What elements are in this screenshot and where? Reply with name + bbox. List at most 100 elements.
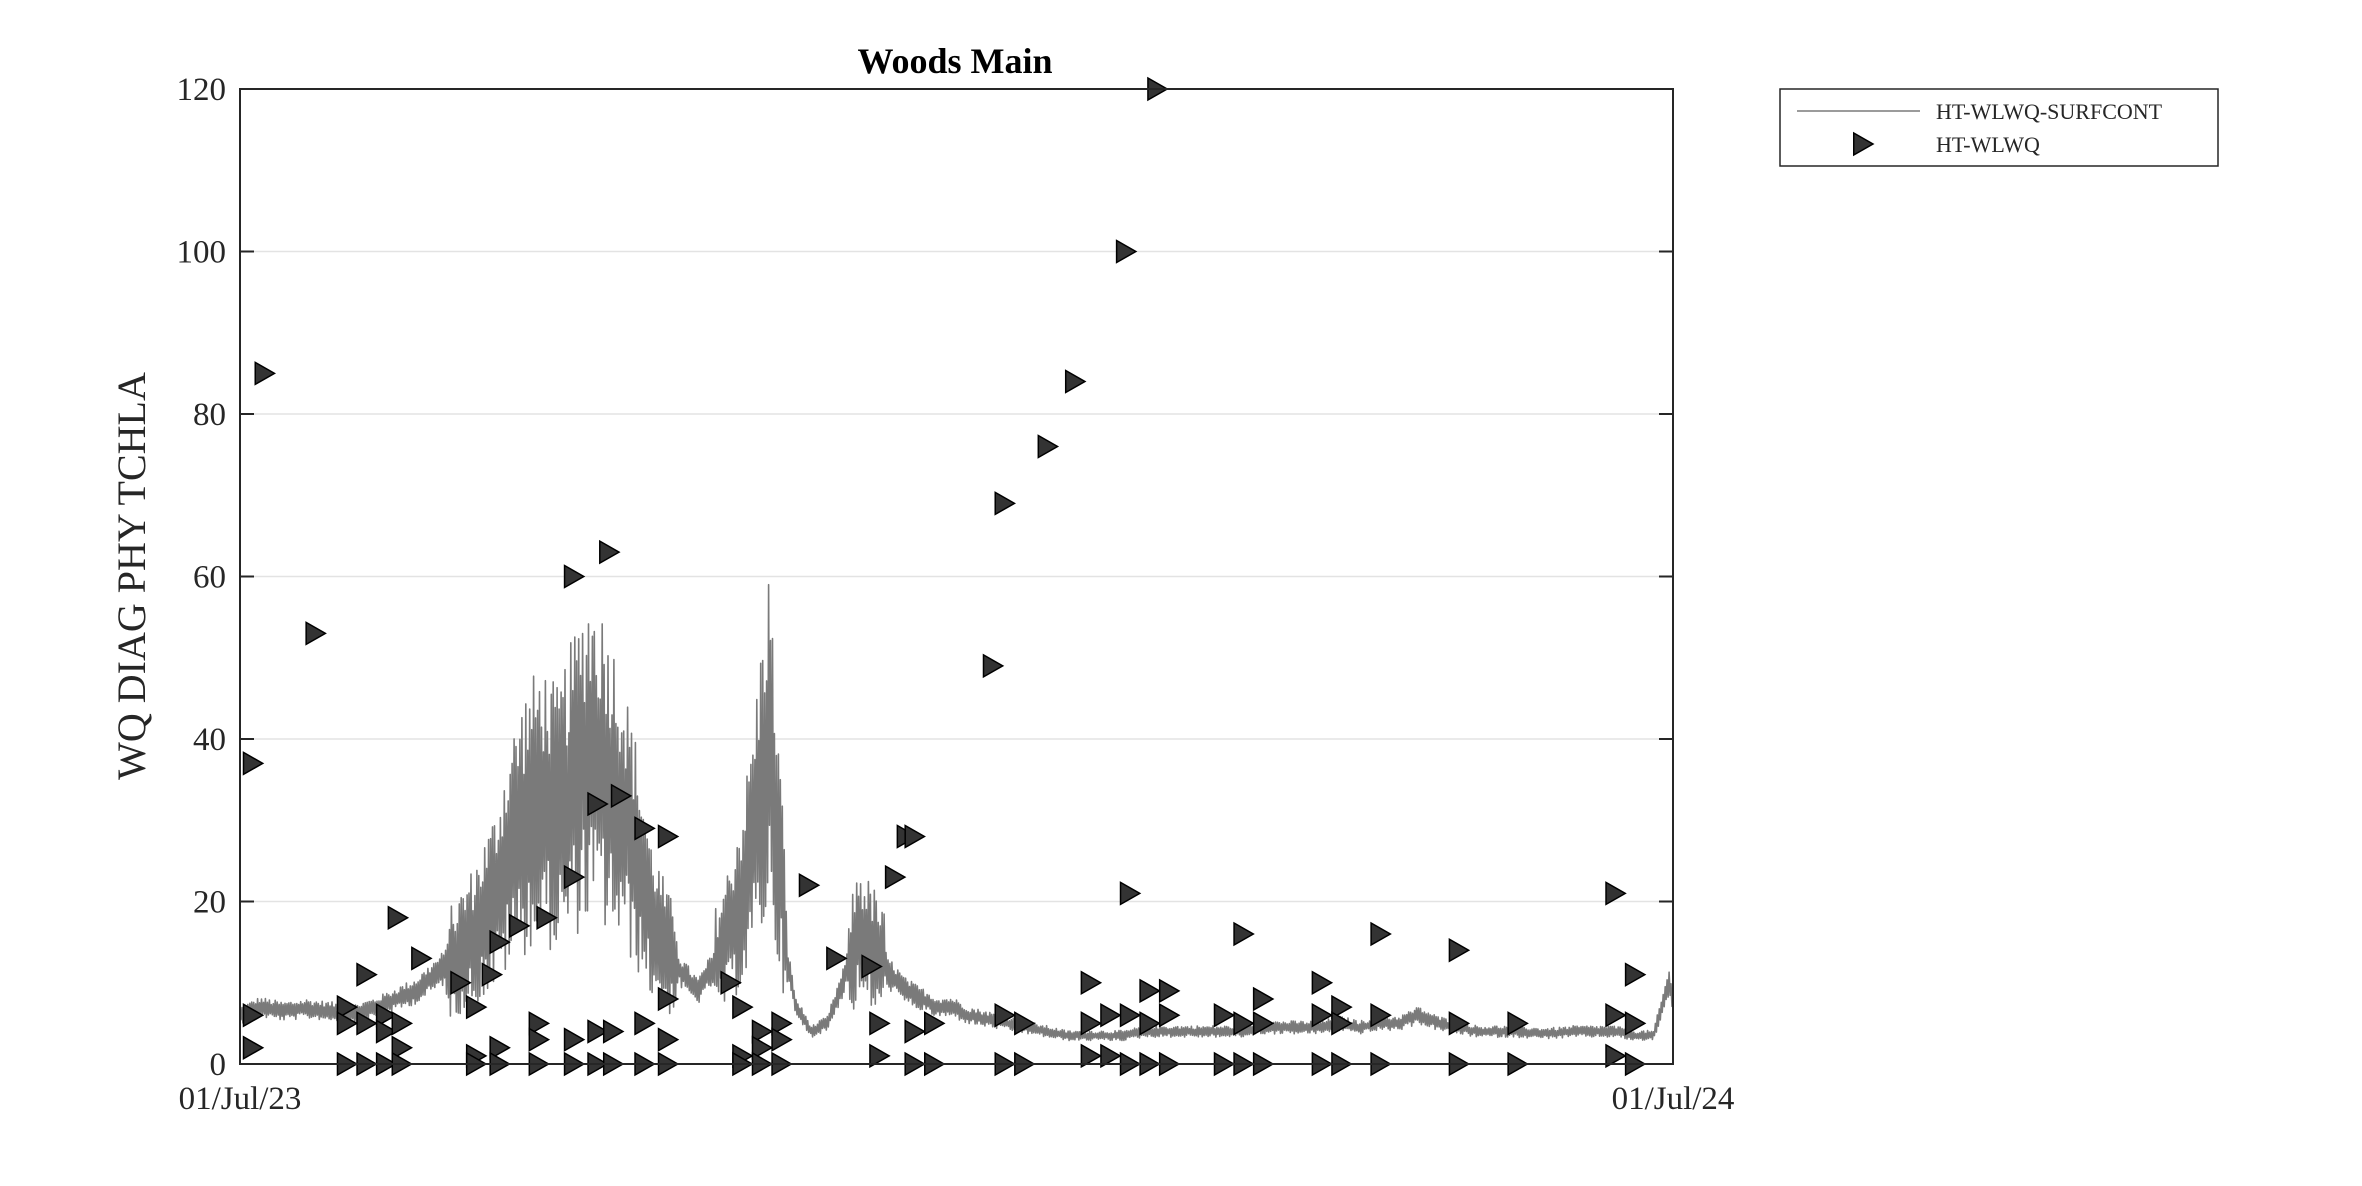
data-point-ht-wlwq bbox=[1624, 1011, 1647, 1036]
y-tick-label: 40 bbox=[193, 722, 226, 758]
data-point-ht-wlwq bbox=[1252, 986, 1275, 1012]
data-point-ht-wlwq bbox=[751, 1035, 774, 1061]
data-point-ht-wlwq bbox=[305, 621, 327, 646]
data-point-ht-wlwq bbox=[1331, 1011, 1353, 1036]
data-point-ht-wlwq bbox=[587, 791, 609, 817]
x-tick-label: 01/Jul/24 bbox=[1612, 1081, 1735, 1117]
data-point-ht-wlwq bbox=[1370, 921, 1392, 947]
data-point-ht-wlwq bbox=[869, 1011, 891, 1036]
y-tick-label: 120 bbox=[177, 72, 227, 108]
data-point-ht-wlwq bbox=[1080, 1011, 1103, 1036]
data-point-ht-wlwq bbox=[1233, 921, 1255, 947]
data-point-ht-wlwq bbox=[826, 946, 848, 971]
data-point-ht-wlwq bbox=[1213, 1002, 1236, 1028]
y-axis-label: WQ DIAG PHY TCHLA bbox=[109, 372, 154, 780]
data-point-ht-wlwq bbox=[798, 872, 821, 898]
data-point-ht-wlwq bbox=[1233, 1011, 1255, 1036]
y-tick-label: 20 bbox=[193, 885, 226, 921]
data-point-ht-wlwq bbox=[528, 1027, 551, 1052]
data-point-ht-wlwq bbox=[732, 994, 754, 1020]
data-point-ht-wlwq bbox=[387, 905, 410, 931]
data-point-ht-wlwq bbox=[1448, 937, 1471, 963]
data-point-ht-wlwq bbox=[657, 986, 680, 1012]
grid-lines bbox=[240, 250, 1673, 903]
data-point-ht-wlwq bbox=[1064, 369, 1087, 394]
plot-area bbox=[239, 76, 1674, 1077]
data-point-ht-wlwq bbox=[610, 783, 633, 809]
data-point-ht-wlwq bbox=[563, 1027, 586, 1052]
data-point-ht-wlwq bbox=[720, 970, 742, 996]
data-point-ht-wlwq bbox=[356, 962, 378, 987]
data-point-ht-wlwq bbox=[481, 962, 504, 987]
data-point-ht-wlwq bbox=[465, 994, 488, 1020]
y-tick-label: 60 bbox=[193, 560, 226, 596]
data-point-ht-wlwq bbox=[869, 1043, 891, 1069]
data-point-ht-wlwq bbox=[508, 913, 531, 939]
data-point-ht-wlwq bbox=[1080, 1043, 1103, 1069]
data-point-ht-wlwq bbox=[599, 539, 621, 565]
legend-entry-line: HT-WLWQ-SURFCONT bbox=[1936, 99, 2163, 124]
data-point-ht-wlwq bbox=[861, 954, 883, 979]
data-point-ht-wlwq bbox=[904, 1019, 926, 1044]
data-point-ht-wlwq bbox=[1037, 434, 1060, 459]
legend-entry-marker: HT-WLWQ bbox=[1936, 132, 2040, 157]
data-point-ht-wlwq bbox=[982, 653, 1005, 679]
legend: HT-WLWQ-SURFCONT HT-WLWQ bbox=[1779, 88, 2219, 167]
data-point-ht-wlwq bbox=[1624, 962, 1647, 987]
y-tick-label: 0 bbox=[210, 1047, 227, 1083]
chart-title: Woods Main bbox=[857, 41, 1052, 81]
data-point-ht-wlwq bbox=[1252, 1011, 1275, 1036]
data-point-ht-wlwq bbox=[1014, 1011, 1036, 1036]
data-point-ht-wlwq bbox=[1448, 1011, 1471, 1036]
data-point-ht-wlwq bbox=[751, 1019, 774, 1044]
data-point-ht-wlwq bbox=[884, 864, 907, 890]
data-point-ht-wlwq bbox=[904, 824, 926, 849]
y-tick-label: 80 bbox=[193, 397, 226, 433]
data-point-ht-wlwq bbox=[994, 491, 1016, 516]
data-point-ht-wlwq bbox=[1605, 1043, 1627, 1069]
data-point-ht-wlwq bbox=[1119, 1002, 1142, 1028]
legend-marker-swatch bbox=[1853, 131, 1875, 157]
data-point-ht-wlwq bbox=[1370, 1002, 1392, 1028]
series-line-ht-wlwq-surfcont bbox=[239, 583, 1674, 1042]
data-point-ht-wlwq bbox=[1311, 970, 1334, 996]
data-point-ht-wlwq bbox=[634, 1011, 656, 1036]
axes: 0 20 40 60 80 100 120 01/Jul/23 01/Jul/24 bbox=[177, 72, 1735, 1117]
data-point-ht-wlwq bbox=[602, 1019, 625, 1044]
data-point-ht-wlwq bbox=[489, 929, 511, 955]
data-point-ht-wlwq bbox=[242, 1035, 265, 1061]
data-point-ht-wlwq bbox=[924, 1011, 946, 1036]
data-point-ht-wlwq bbox=[1119, 881, 1142, 906]
data-point-ht-wlwq bbox=[1100, 1002, 1122, 1028]
data-point-ht-wlwq bbox=[771, 1027, 793, 1052]
data-point-ht-wlwq bbox=[771, 1011, 793, 1036]
data-point-ht-wlwq bbox=[536, 905, 558, 931]
data-point-ht-wlwq bbox=[242, 1002, 265, 1028]
data-point-ht-wlwq bbox=[634, 816, 656, 841]
data-point-ht-wlwq bbox=[375, 1019, 398, 1044]
data-point-ht-wlwq bbox=[1158, 1002, 1181, 1028]
data-point-ht-wlwq bbox=[1507, 1011, 1529, 1036]
data-point-ht-wlwq bbox=[657, 824, 680, 849]
data-point-ht-wlwq bbox=[1115, 239, 1138, 264]
data-point-ht-wlwq bbox=[1139, 1011, 1161, 1036]
data-point-ht-wlwq bbox=[450, 970, 472, 996]
data-point-ht-wlwq bbox=[356, 1011, 378, 1036]
data-point-ht-wlwq bbox=[657, 1027, 680, 1052]
data-point-ht-wlwq bbox=[1080, 970, 1103, 996]
data-point-ht-wlwq bbox=[1139, 978, 1161, 1004]
data-point-ht-wlwq bbox=[242, 751, 265, 776]
data-point-ht-wlwq bbox=[1158, 978, 1181, 1004]
x-tick-label: 01/Jul/23 bbox=[179, 1081, 302, 1117]
data-point-ht-wlwq bbox=[1100, 1043, 1122, 1069]
y-tick-label: 100 bbox=[177, 235, 227, 271]
data-point-ht-wlwq bbox=[1331, 994, 1353, 1020]
data-point-ht-wlwq bbox=[336, 994, 359, 1020]
data-point-ht-wlwq bbox=[587, 1019, 609, 1044]
data-point-ht-wlwq bbox=[994, 1002, 1016, 1028]
data-point-ht-wlwq bbox=[391, 1011, 414, 1036]
data-point-ht-wlwq bbox=[1605, 881, 1627, 906]
data-point-ht-wlwq bbox=[391, 1035, 414, 1061]
